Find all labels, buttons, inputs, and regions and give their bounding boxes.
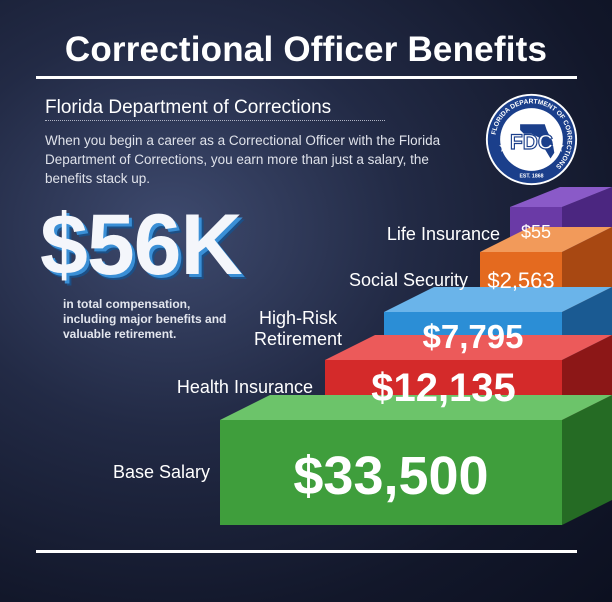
life-insurance-label: Life Insurance: [386, 224, 500, 244]
page-title: Correctional Officer Benefits: [64, 30, 548, 69]
total-compensation-caption: in total compensation, including major b…: [63, 297, 227, 341]
subtitle: Florida Department of Corrections: [45, 97, 385, 121]
social-security-value: $2,563: [487, 268, 555, 293]
health-insurance-value: $12,135: [371, 366, 516, 410]
top-divider: [36, 76, 577, 79]
health-insurance-label: Health Insurance: [176, 377, 313, 397]
base-salary-value: $33,500: [293, 446, 489, 506]
step-base-salary-face: [220, 420, 562, 525]
seal-center-text: FDC: [510, 131, 553, 154]
intro-text: When you begin a career as a Correctiona…: [45, 133, 441, 186]
high-risk-retirement-value: $7,795: [422, 318, 524, 355]
life-insurance-value: $55: [520, 222, 552, 242]
base-salary-label: Base Salary: [112, 462, 210, 482]
high-risk-retirement-label: High-Risk Retirement: [253, 308, 343, 349]
seal-est-text: EST. 1868: [519, 174, 543, 180]
fdc-seal-logo: FLORIDA DEPARTMENT OF CORRECTIONS FDC ES…: [485, 93, 578, 186]
social-security-label: Social Security: [348, 270, 468, 290]
step-base-salary: [220, 395, 612, 525]
total-compensation-amount: $56K: [40, 197, 243, 293]
bottom-divider: [36, 550, 577, 553]
